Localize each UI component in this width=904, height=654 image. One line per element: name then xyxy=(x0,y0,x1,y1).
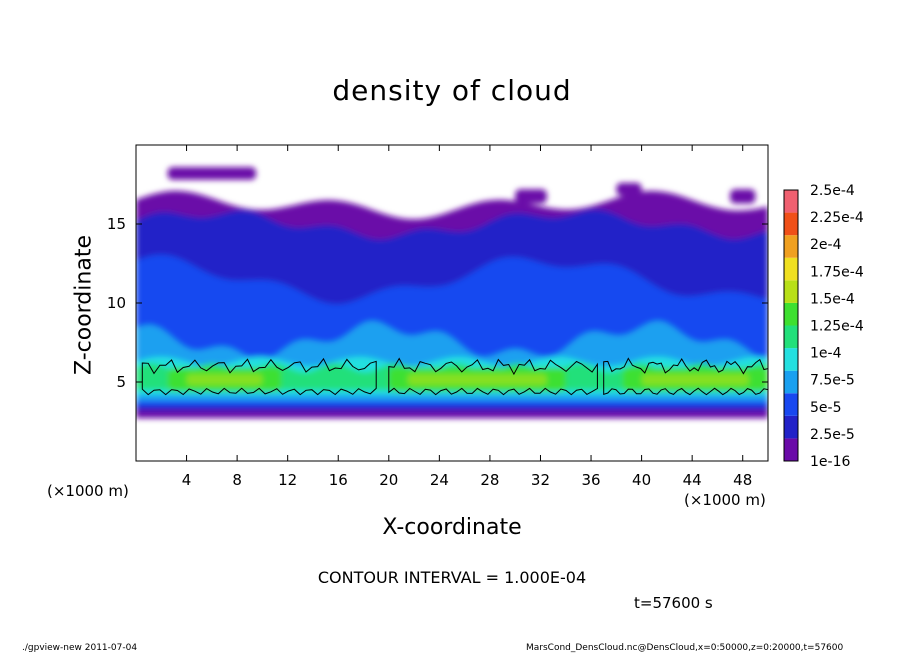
x-tick-label: 12 xyxy=(278,471,297,489)
colorbar-label: 1.25e-4 xyxy=(810,319,864,335)
x-tick-label: 32 xyxy=(531,471,550,489)
x-tick-label: 16 xyxy=(329,471,348,489)
footer-left: ./gpview-new 2011-07-04 xyxy=(22,643,138,653)
colorbar-segment-8 xyxy=(784,257,798,281)
x-axis: 4 8 12 16 20 24 28 32 36 40 44 48 xyxy=(182,145,752,489)
colorbar-segment-9 xyxy=(784,235,798,258)
x-unit-label-right: (×1000 m) xyxy=(684,491,766,509)
colorbar-label: 2.5e-5 xyxy=(810,427,855,443)
x-tick-label: 28 xyxy=(480,471,499,489)
colorbar-segment-0 xyxy=(784,438,798,461)
contour-lines xyxy=(141,357,768,396)
cloud-patch-3 xyxy=(730,189,756,204)
colorbar-label: 2.5e-4 xyxy=(810,183,855,199)
colorbar-segment-3 xyxy=(784,370,798,394)
x-tick-label: 36 xyxy=(581,471,600,489)
cloud-patch-1 xyxy=(515,189,547,204)
colorbar-label: 5e-5 xyxy=(810,400,841,416)
y-axis: 5 10 15 xyxy=(107,215,768,391)
density-peak-0 xyxy=(186,374,263,386)
colorbar-label: 1e-16 xyxy=(810,454,850,470)
cloud-patch-0 xyxy=(167,167,257,180)
footer-right: MarsCond_DensCloud.nc@DensCloud,x=0:5000… xyxy=(526,643,844,653)
y-axis-label: Z-coordinate xyxy=(71,235,97,375)
density-peak-1 xyxy=(407,374,547,386)
colorbar-frame xyxy=(783,189,799,462)
colorbar-segment-6 xyxy=(784,302,798,326)
cloud-patch-2 xyxy=(616,182,642,196)
x-tick-label: 40 xyxy=(632,471,651,489)
contour-interval-label: CONTOUR INTERVAL = 1.000E-04 xyxy=(317,568,587,587)
contour-0 xyxy=(141,357,377,396)
x-unit-label-left: (×1000 m) xyxy=(47,482,129,500)
y-tick-label: 15 xyxy=(107,215,126,233)
x-tick-label: 20 xyxy=(379,471,398,489)
x-tick-label: 4 xyxy=(182,471,192,489)
colorbar-label: 1.75e-4 xyxy=(810,264,864,280)
contour-1 xyxy=(388,357,598,396)
colorbar-label: 1.5e-4 xyxy=(810,291,855,307)
colorbar-segment-7 xyxy=(784,280,798,303)
x-tick-label: 44 xyxy=(683,471,702,489)
colorbar-label: 2e-4 xyxy=(810,237,842,253)
density-peak-2 xyxy=(641,374,750,386)
x-tick-label: 24 xyxy=(430,471,449,489)
y-tick-label: 5 xyxy=(116,373,126,391)
colorbar-segment-11 xyxy=(784,190,798,213)
colorbar-segment-2 xyxy=(784,393,798,416)
time-label: t=57600 s xyxy=(634,594,713,612)
colorbar-segment-1 xyxy=(784,415,798,439)
y-tick-label: 10 xyxy=(107,294,126,312)
colorbar: 1e-16 2.5e-5 5e-5 7.5e-5 1e-4 1.25e-4 1.5e-4 1.… xyxy=(783,183,864,470)
contour-2 xyxy=(603,357,768,396)
colorbar-segment-4 xyxy=(784,348,798,371)
x-tick-label: 48 xyxy=(733,471,752,489)
chart-title: density of cloud xyxy=(332,74,572,107)
colorbar-segment-5 xyxy=(784,325,798,349)
colorbar-label: 1e-4 xyxy=(810,346,842,362)
density-field xyxy=(136,167,768,419)
x-axis-label: X-coordinate xyxy=(382,515,522,540)
colorbar-label: 2.25e-4 xyxy=(810,210,864,226)
colorbar-segment-10 xyxy=(784,212,798,236)
colorbar-label: 7.5e-5 xyxy=(810,373,855,389)
x-tick-label: 8 xyxy=(232,471,242,489)
